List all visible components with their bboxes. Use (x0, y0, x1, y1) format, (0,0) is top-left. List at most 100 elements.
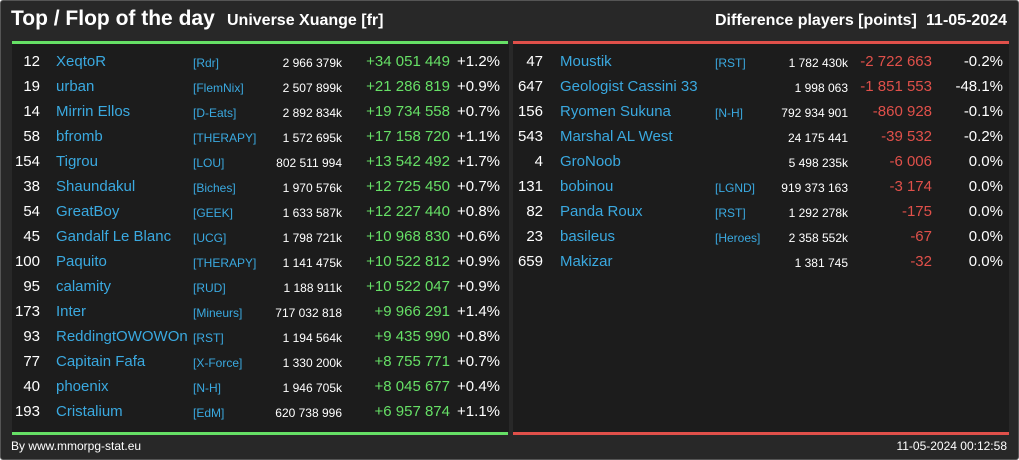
player-points: 717 032 818 (275, 306, 342, 320)
percent-change: 0.0% (968, 153, 1003, 170)
alliance-tag-link[interactable]: [RST] (193, 331, 224, 345)
alliance-tag-link[interactable]: [FlemNix] (193, 81, 244, 95)
player-points: 1 292 278k (788, 206, 848, 220)
player-rank: 12 (23, 53, 40, 70)
player-name-link[interactable]: XeqtoR (56, 53, 107, 70)
alliance-tag-link[interactable]: [Mineurs] (193, 306, 243, 320)
player-name-link[interactable]: bfromb (56, 128, 103, 145)
player-name-link[interactable]: Inter (56, 303, 87, 320)
player-points: 1 633 587k (282, 206, 342, 220)
points-difference: -32 (910, 253, 932, 270)
points-difference: +9 966 291 (374, 303, 451, 320)
player-name-link[interactable]: basileus (560, 228, 616, 245)
universe-label: Universe Xuange [fr] (227, 12, 384, 29)
player-points: 919 373 163 (781, 181, 848, 195)
player-name-link[interactable]: GroNoob (560, 153, 621, 170)
alliance-tag-link[interactable]: [EdM] (193, 406, 225, 420)
player-name-link[interactable]: Makizar (560, 253, 613, 270)
player-name-link[interactable]: Capitain Fafa (56, 353, 146, 370)
alliance-tag-link[interactable]: [LGND] (715, 181, 756, 195)
player-points: 1 782 430k (788, 56, 848, 70)
top-player-row: 93 ReddingtOWOWOn [RST] 1 194 564k +9 435 99… (12, 324, 509, 349)
flop-players-panel: 47 Moustik [RST] 1 782 430k -2 722 663 -0.2% 6… (513, 44, 1009, 432)
flop-player-row: 543 Marshal AL West 24 175 441 -39 532 -0.2% (513, 124, 1009, 149)
flop-player-row: 82 Panda Roux [RST] 1 292 278k -175 0.0% (513, 199, 1009, 224)
percent-change: 0.0% (968, 178, 1003, 195)
player-name-link[interactable]: Shaundakul (56, 178, 136, 195)
player-name-link[interactable]: Ryomen Sukuna (560, 103, 671, 120)
player-name-link[interactable]: ReddingtOWOWOn (56, 328, 188, 345)
alliance-tag-link[interactable]: [N-H] (193, 381, 221, 395)
percent-change: -0.1% (963, 103, 1003, 120)
alliance-tag-link[interactable]: [UCG] (193, 231, 227, 245)
points-difference: +17 158 720 (366, 128, 450, 145)
player-points: 1 946 705k (282, 381, 342, 395)
top-player-row: 100 Paquito [THERAPY] 1 141 475k +10 522 812… (12, 249, 509, 274)
player-name-link[interactable]: Marshal AL West (560, 128, 673, 145)
player-name-link[interactable]: Cristalium (56, 403, 123, 420)
player-name-link[interactable]: phoenix (56, 378, 109, 395)
player-name-link[interactable]: Mirrin Ellos (56, 103, 131, 120)
alliance-tag-link[interactable]: [Biches] (193, 181, 236, 195)
player-name-link[interactable]: Gandalf Le Blanc (56, 228, 172, 245)
alliance-tag-link[interactable]: [RST] (715, 206, 746, 220)
header-date: 11-05-2024 (926, 12, 1007, 29)
bottom-divider-red (513, 432, 1009, 435)
alliance-tag-link[interactable]: [X-Force] (193, 356, 243, 370)
percent-change: +0.6% (457, 228, 500, 245)
alliance-tag-link[interactable]: [RST] (715, 56, 746, 70)
flop-player-row: 131 bobinou [LGND] 919 373 163 -3 174 0.0% (513, 174, 1009, 199)
points-difference: +8 045 677 (374, 378, 451, 395)
percent-change: -0.2% (963, 53, 1003, 70)
points-difference: +10 968 830 (366, 228, 450, 245)
player-name-link[interactable]: Tigrou (56, 153, 98, 170)
player-rank: 77 (23, 353, 40, 370)
alliance-tag-link[interactable]: [N-H] (715, 106, 743, 120)
player-name-link[interactable]: bobinou (560, 178, 614, 195)
flop-player-row: 647 Geologist Cassini 33 1 998 063 -1 851 5… (513, 74, 1009, 99)
points-difference: +12 227 440 (366, 203, 450, 220)
percent-change: +1.4% (457, 303, 500, 320)
header: Top / Flop of the day Universe Xuange [f… (1, 1, 1018, 41)
player-points: 2 966 379k (282, 56, 342, 70)
player-rank: 93 (23, 328, 40, 345)
player-points: 620 738 996 (275, 406, 342, 420)
points-difference: -6 006 (889, 153, 932, 170)
points-difference: -3 174 (889, 178, 932, 195)
top-player-row: 58 bfromb [THERAPY] 1 572 695k +17 158 720 +1… (12, 124, 509, 149)
alliance-tag-link[interactable]: [Rdr] (193, 56, 220, 70)
points-difference: -175 (901, 203, 932, 220)
player-name-link[interactable]: Paquito (56, 253, 107, 270)
top-player-row: 40 phoenix [N-H] 1 946 705k +8 045 677 +0.4% (12, 374, 509, 399)
percent-change: +0.9% (457, 253, 500, 270)
player-name-link[interactable]: Moustik (560, 53, 612, 70)
alliance-tag-link[interactable]: [Heroes] (715, 231, 761, 245)
alliance-tag-link[interactable]: [D-Eats] (193, 106, 237, 120)
player-rank: 156 (517, 103, 543, 120)
alliance-tag-link[interactable]: [RUD] (193, 281, 226, 295)
player-rank: 131 (517, 178, 543, 195)
top-player-row: 193 Cristalium [EdM] 620 738 996 +6 957 874 +… (12, 399, 509, 424)
player-points: 1 572 695k (282, 131, 342, 145)
player-name-link[interactable]: Panda Roux (560, 203, 643, 220)
alliance-tag-link[interactable]: [LOU] (193, 156, 225, 170)
player-name-link[interactable]: Geologist Cassini 33 (560, 78, 698, 95)
player-points: 1 381 745 (794, 256, 848, 270)
top-player-row: 154 Tigrou [LOU] 802 511 994 +13 542 492 +1.7… (12, 149, 509, 174)
points-difference: +13 542 492 (366, 153, 450, 170)
player-rank: 38 (23, 178, 40, 195)
player-rank: 82 (526, 203, 543, 220)
player-name-link[interactable]: urban (56, 78, 95, 95)
percent-change: +0.4% (457, 378, 500, 395)
alliance-tag-link[interactable]: [THERAPY] (193, 256, 257, 270)
player-rank: 659 (517, 253, 543, 270)
points-difference: +12 725 450 (366, 178, 450, 195)
top-player-row: 12 XeqtoR [Rdr] 2 966 379k +34 051 449 +1.2% (12, 49, 509, 74)
player-name-link[interactable]: calamity (56, 278, 112, 295)
player-name-link[interactable]: GreatBoy (56, 203, 120, 220)
flop-player-row: 47 Moustik [RST] 1 782 430k -2 722 663 -0.2% (513, 49, 1009, 74)
alliance-tag-link[interactable]: [THERAPY] (193, 131, 257, 145)
alliance-tag-link[interactable]: [GEEK] (193, 206, 234, 220)
top-player-row: 54 GreatBoy [GEEK] 1 633 587k +12 227 440 +0.… (12, 199, 509, 224)
player-points: 1 330 200k (282, 356, 342, 370)
